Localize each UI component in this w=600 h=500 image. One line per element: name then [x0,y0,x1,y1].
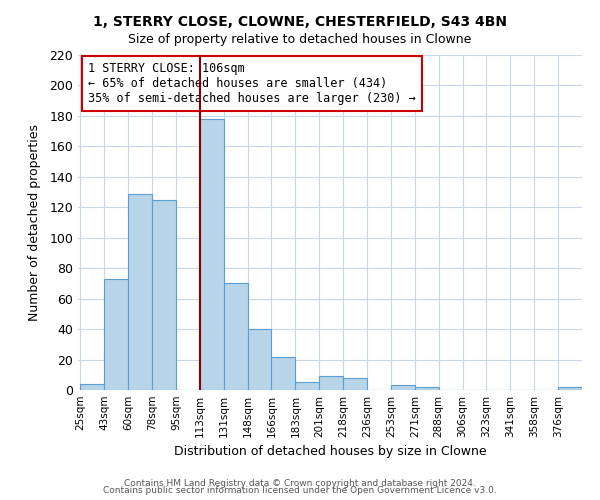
Bar [319,376,343,390]
Text: 1, STERRY CLOSE, CLOWNE, CHESTERFIELD, S43 4BN: 1, STERRY CLOSE, CLOWNE, CHESTERFIELD, S… [93,15,507,29]
Bar [224,284,248,390]
Bar [128,194,152,390]
X-axis label: Distribution of detached houses by size in Clowne: Distribution of detached houses by size … [173,446,487,458]
Bar [248,329,271,390]
Bar [200,119,224,390]
Bar [271,356,295,390]
Bar [104,279,128,390]
Bar [295,382,319,390]
Bar [415,387,439,390]
Bar [391,386,415,390]
Text: 1 STERRY CLOSE: 106sqm
← 65% of detached houses are smaller (434)
35% of semi-de: 1 STERRY CLOSE: 106sqm ← 65% of detached… [88,62,416,104]
Text: Contains public sector information licensed under the Open Government Licence v3: Contains public sector information licen… [103,486,497,495]
Bar [343,378,367,390]
Bar [80,384,104,390]
Bar [558,387,582,390]
Text: Size of property relative to detached houses in Clowne: Size of property relative to detached ho… [128,32,472,46]
Text: Contains HM Land Registry data © Crown copyright and database right 2024.: Contains HM Land Registry data © Crown c… [124,478,476,488]
Y-axis label: Number of detached properties: Number of detached properties [28,124,41,321]
Bar [152,200,176,390]
